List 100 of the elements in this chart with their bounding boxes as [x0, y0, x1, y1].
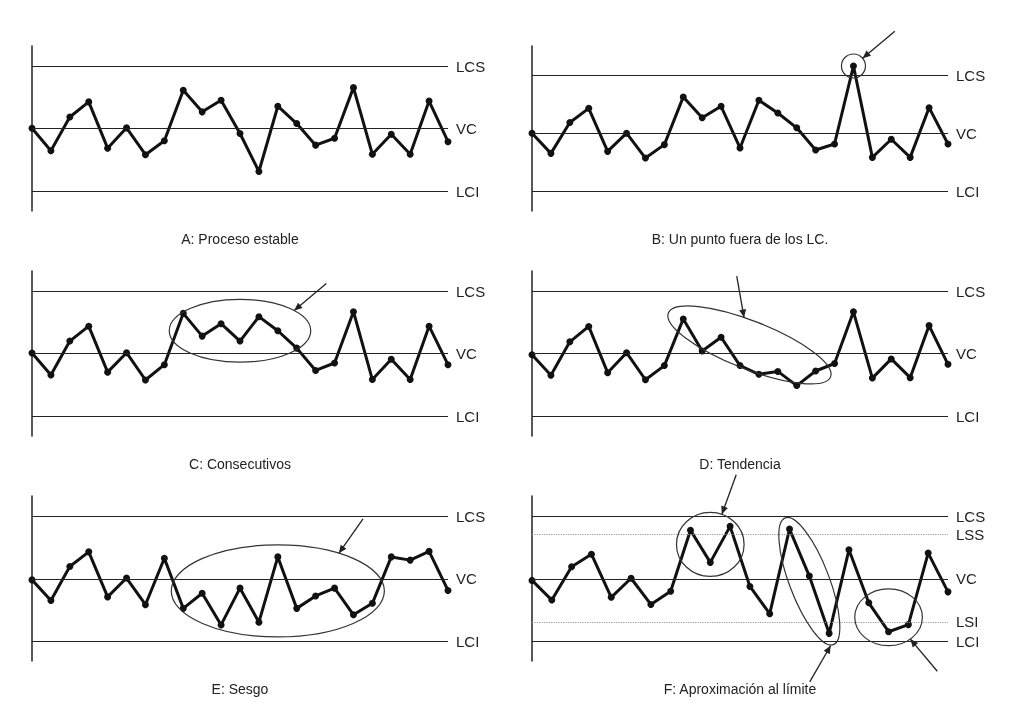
point	[406, 376, 414, 384]
ref-line-label: LCS	[956, 66, 986, 84]
point	[698, 114, 706, 122]
point	[812, 146, 820, 154]
point	[566, 118, 574, 126]
point	[774, 367, 782, 375]
point	[604, 369, 612, 377]
point	[887, 355, 895, 363]
point	[585, 104, 593, 112]
point	[904, 621, 912, 629]
point	[793, 124, 801, 132]
point	[198, 589, 206, 597]
point	[293, 604, 301, 612]
ref-line-label: LCI	[956, 407, 980, 425]
point	[667, 587, 675, 595]
point	[349, 611, 357, 619]
point	[906, 153, 914, 161]
ref-line-label: LSS	[956, 526, 985, 544]
point	[425, 322, 433, 330]
point	[274, 553, 282, 561]
point	[368, 599, 376, 607]
point	[587, 550, 595, 558]
point	[47, 147, 55, 155]
point	[568, 563, 576, 571]
point	[831, 140, 839, 148]
ref-line-label: VC	[456, 119, 477, 137]
point	[312, 366, 320, 374]
point	[255, 618, 263, 626]
point	[160, 137, 168, 145]
point	[444, 361, 452, 369]
point	[849, 308, 857, 316]
point	[85, 548, 93, 556]
point	[47, 597, 55, 605]
ref-line-label: VC	[956, 345, 977, 362]
point	[66, 113, 74, 121]
point	[198, 108, 206, 116]
text: B: Un punto fuera de los LC.	[651, 231, 829, 247]
ref-line-label: LCS	[456, 57, 486, 75]
point	[726, 522, 734, 530]
point	[160, 554, 168, 562]
point	[255, 168, 263, 176]
point	[368, 150, 376, 158]
point	[85, 98, 93, 106]
point	[349, 84, 357, 92]
point	[944, 360, 952, 368]
ref-line-label: LCI	[456, 182, 480, 200]
point	[548, 596, 556, 604]
point	[217, 96, 225, 104]
point	[66, 563, 74, 571]
point	[641, 376, 649, 384]
text: C: Consecutivos	[189, 456, 291, 472]
point	[925, 104, 933, 112]
point	[331, 359, 339, 367]
point	[706, 558, 714, 566]
point	[179, 86, 187, 94]
point	[141, 376, 149, 384]
point	[141, 601, 149, 609]
point	[686, 526, 694, 534]
point	[547, 149, 555, 157]
point	[604, 147, 612, 155]
point	[331, 584, 339, 592]
point	[274, 327, 282, 335]
point	[805, 572, 813, 580]
point	[786, 525, 794, 533]
point	[679, 315, 687, 323]
ref-line-label: LCS	[456, 282, 486, 300]
point	[885, 628, 893, 636]
point	[660, 362, 668, 370]
point	[104, 593, 112, 601]
text: E: Sesgo	[211, 681, 269, 697]
point	[547, 371, 555, 379]
point	[312, 592, 320, 600]
point	[766, 610, 774, 618]
point	[755, 96, 763, 104]
text: A: Proceso estable	[181, 231, 299, 247]
point	[141, 151, 149, 159]
point	[924, 549, 932, 557]
point	[217, 320, 225, 328]
point	[812, 367, 820, 375]
point	[387, 355, 395, 363]
ref-line-label: LCS	[956, 282, 986, 300]
point	[198, 332, 206, 340]
point	[717, 102, 725, 110]
point	[425, 547, 433, 555]
point	[887, 135, 895, 143]
point	[104, 368, 112, 376]
point	[255, 313, 263, 321]
point	[85, 322, 93, 330]
point	[865, 599, 873, 607]
text: F: Aproximación al límite	[663, 681, 817, 697]
point	[647, 600, 655, 608]
point	[607, 593, 615, 601]
point	[746, 582, 754, 590]
point	[906, 374, 914, 382]
ref-line-label: VC	[456, 344, 477, 362]
point	[236, 129, 244, 137]
point	[312, 141, 320, 149]
point	[66, 337, 74, 345]
point	[331, 134, 339, 142]
ref-line-label: LCI	[956, 632, 980, 650]
